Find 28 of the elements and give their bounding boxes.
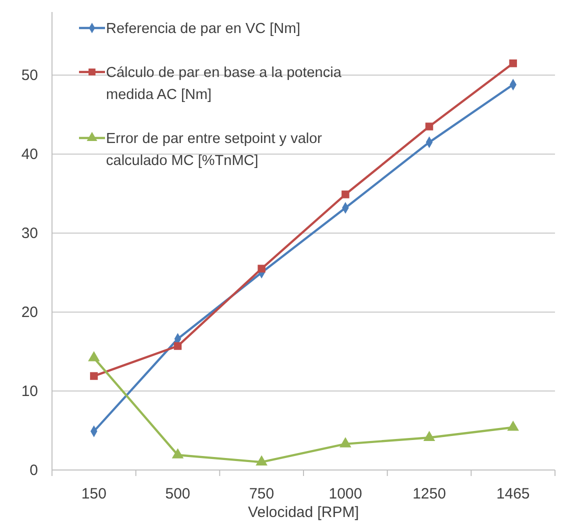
point	[340, 437, 352, 448]
legend-label: Referencia de par en VC [Nm]	[106, 21, 300, 37]
x-tick-label: 750	[249, 486, 274, 503]
point	[172, 448, 184, 458]
x-axis-title: Velocidad [RPM]	[248, 504, 359, 521]
x-tick-label: 1250	[412, 486, 446, 503]
point	[256, 455, 268, 466]
y-tick-label: 40	[21, 146, 38, 163]
point	[509, 59, 517, 68]
y-tick-label: 50	[21, 66, 38, 84]
point	[423, 430, 436, 442]
point	[90, 372, 98, 380]
y-tick-label: 0	[30, 462, 38, 479]
point	[88, 351, 100, 362]
x-tick-label: 1000	[328, 486, 362, 503]
point	[258, 264, 266, 273]
x-tick-label: 1465	[496, 486, 530, 503]
x-tick-label: 150	[81, 486, 106, 503]
legend-label: Error de par entre setpoint y valor calculado MC [%TnMC]	[106, 131, 322, 169]
y-tick-label: 10	[21, 382, 38, 400]
point	[174, 342, 182, 350]
point	[507, 420, 519, 431]
point	[342, 190, 350, 198]
x-tick-label: 500	[165, 486, 190, 503]
point	[425, 122, 434, 130]
y-tick-label: 30	[21, 224, 38, 242]
legend-label: Cálculo de par en base a la potencia medida AC [Nm]	[106, 65, 342, 103]
y-tick-label: 20	[21, 304, 38, 321]
